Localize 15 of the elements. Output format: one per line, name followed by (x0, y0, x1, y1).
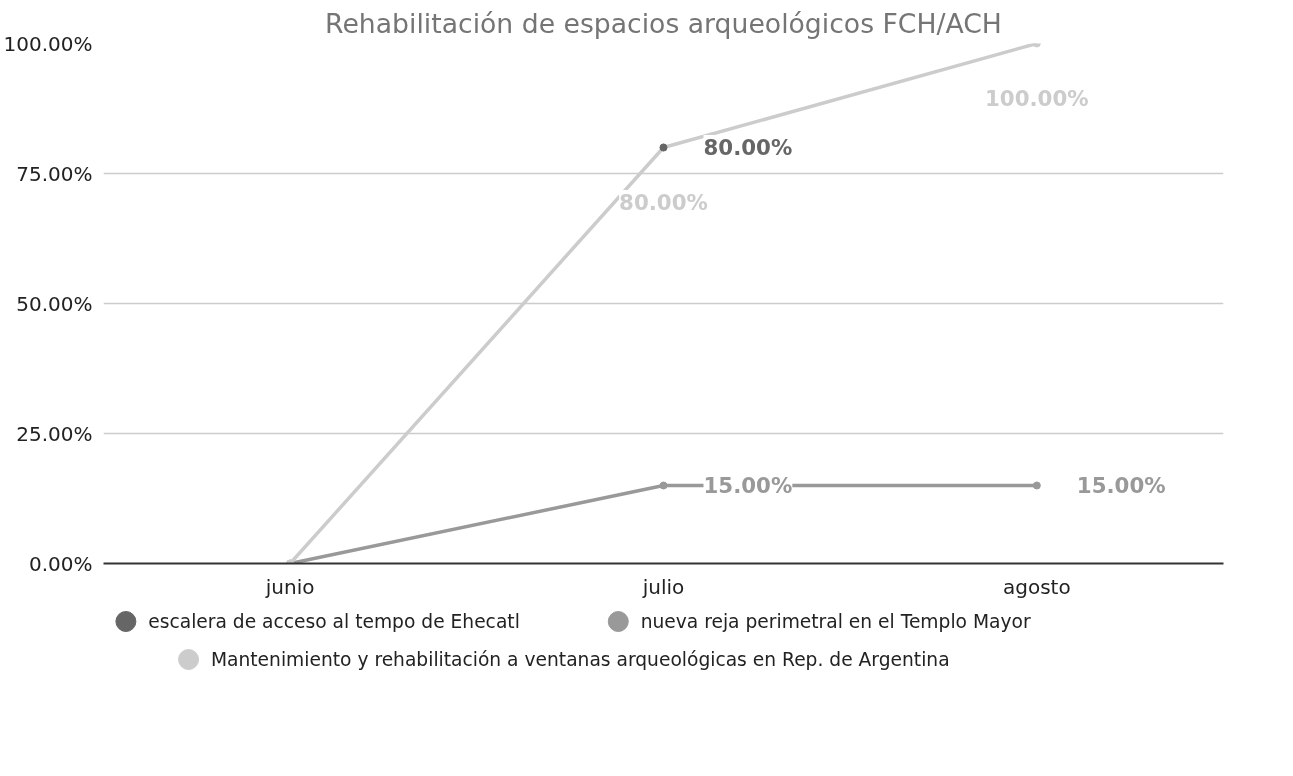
data-label: 15.00% (703, 473, 793, 498)
y-tick-label: 75.00% (16, 161, 93, 186)
y-tick-label: 100.00% (3, 31, 93, 56)
data-label: 80.00% (703, 135, 793, 160)
legend-label: Mantenimiento y rehabilitación a ventanas arqueológicas en Rep. de Argentina (210, 649, 950, 670)
legend-label: nueva reja perimetral en el Templo Mayor (640, 611, 1031, 632)
x-tick-label: agosto (1002, 574, 1071, 599)
x-tick-label: junio (264, 574, 315, 599)
y-tick-label: 50.00% (16, 291, 93, 316)
data-label: 15.00% (1076, 473, 1166, 498)
y-tick-label: 0.00% (28, 551, 93, 576)
y-tick-label: 25.00% (16, 421, 93, 446)
x-tick-label: julio (641, 574, 685, 599)
chart-title: Rehabilitación de espacios arqueológicos FCH/ACH (325, 7, 1002, 39)
legend-label: escalera de acceso al tempo de Ehecatl (148, 611, 520, 632)
